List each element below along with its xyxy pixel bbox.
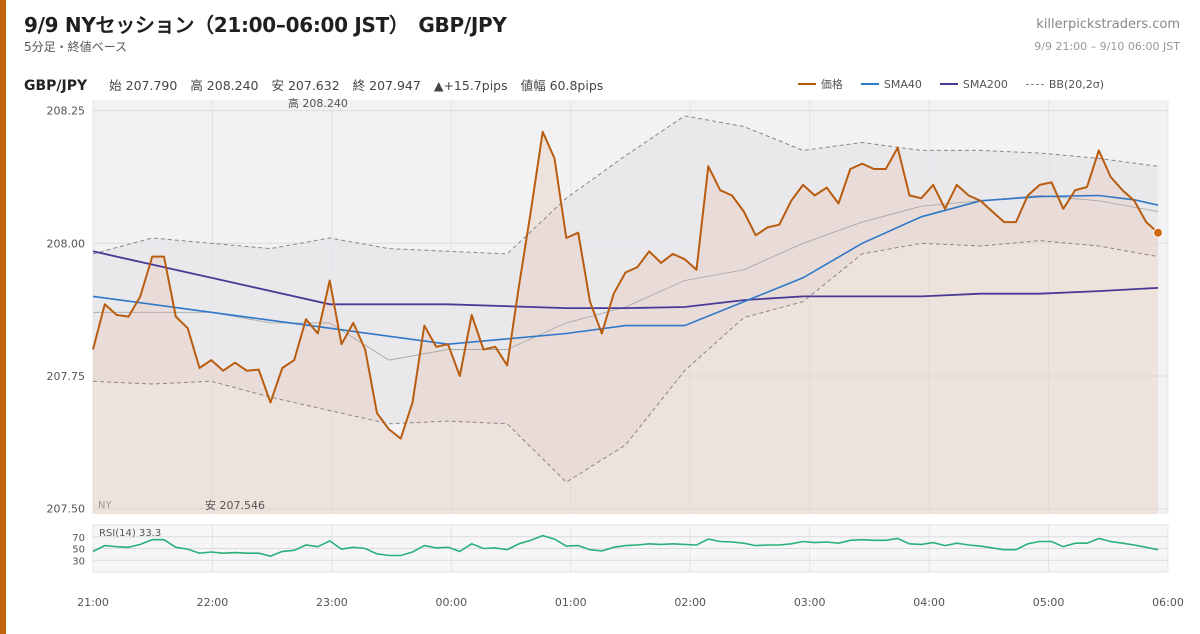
chart-legend: 価格 SMA40 SMA200 BB(20,2σ) <box>780 76 1104 92</box>
y-tick-label: 208.00 <box>47 237 86 250</box>
x-tick-label: 04:00 <box>913 596 945 609</box>
y-tick-label: 208.25 <box>47 105 86 118</box>
stats-spread: 値幅 60.8pips <box>520 78 604 93</box>
legend-swatch-price <box>797 83 816 85</box>
page-title: 9/9 NYセッション（21:00–06:00 JST） GBP/JPY <box>24 13 507 37</box>
high-annotation: 高 208.240 <box>288 96 348 110</box>
site-name[interactable]: killerpickstraders.com <box>1036 17 1180 32</box>
legend-label-sma200: SMA200 <box>962 77 1008 91</box>
rsi-tick-label: 70 <box>72 533 85 544</box>
legend-item-sma200[interactable]: SMA200 <box>939 77 1008 91</box>
stats-open: 始 207.790 <box>109 78 178 93</box>
x-tick-label: 22:00 <box>197 596 229 609</box>
stats-symbol: GBP/JPY <box>24 78 88 94</box>
x-tick-label: 06:00 <box>1152 596 1184 609</box>
sma40-line <box>92 194 1159 346</box>
legend-label-sma40: SMA40 <box>883 77 922 91</box>
sma200-line <box>92 250 1159 310</box>
legend-swatch-sma40 <box>860 83 879 85</box>
legend-swatch-bb <box>1025 83 1044 85</box>
rsi-line <box>92 534 1159 557</box>
bb-envelope-fill <box>93 115 1158 483</box>
x-tick-label: 21:00 <box>77 596 109 609</box>
y-tick-label: 207.50 <box>47 503 86 516</box>
legend-item-price[interactable]: 価格 <box>797 76 843 92</box>
date-range: 9/9 21:00 – 9/10 06:00 JST <box>1034 40 1180 53</box>
legend-swatch-sma200 <box>939 83 958 85</box>
x-tick-label: 01:00 <box>555 596 587 609</box>
rsi-label: RSI(14) 33.3 <box>99 528 161 539</box>
legend-item-sma40[interactable]: SMA40 <box>860 77 922 91</box>
x-tick-label: 00:00 <box>435 596 467 609</box>
y-tick-label: 207.75 <box>47 370 86 383</box>
x-tick-label: 05:00 <box>1033 596 1065 609</box>
page-subtitle: 5分足・終値ベース <box>24 40 128 54</box>
x-tick-label: 03:00 <box>794 596 826 609</box>
legend-label-price: 価格 <box>820 78 843 91</box>
low-annotation: 安 207.546 <box>205 498 265 512</box>
ohlc-stats: GBP/JPY 始 207.790 高 208.240 安 207.632 終 … <box>24 75 616 94</box>
session-label: NY <box>98 500 112 511</box>
x-tick-label: 02:00 <box>674 596 706 609</box>
x-tick-label: 23:00 <box>316 596 348 609</box>
stats-high: 高 208.240 <box>190 78 259 93</box>
legend-item-bb[interactable]: BB(20,2σ) <box>1025 77 1104 91</box>
stats-low: 安 207.632 <box>271 78 340 93</box>
price-line <box>92 130 1159 440</box>
last-price-marker <box>1153 227 1163 238</box>
stats-change: ▲+15.7pips <box>433 78 508 93</box>
legend-label-bb: BB(20,2σ) <box>1048 77 1104 91</box>
bb-lower-line <box>92 240 1159 483</box>
stats-close: 終 207.947 <box>352 78 421 93</box>
rsi-tick-label: 50 <box>72 545 85 556</box>
price-area-fill <box>93 131 1158 515</box>
rsi-tick-label: 30 <box>72 556 85 567</box>
accent-bar <box>0 0 6 634</box>
bb-upper-line <box>92 115 1159 255</box>
